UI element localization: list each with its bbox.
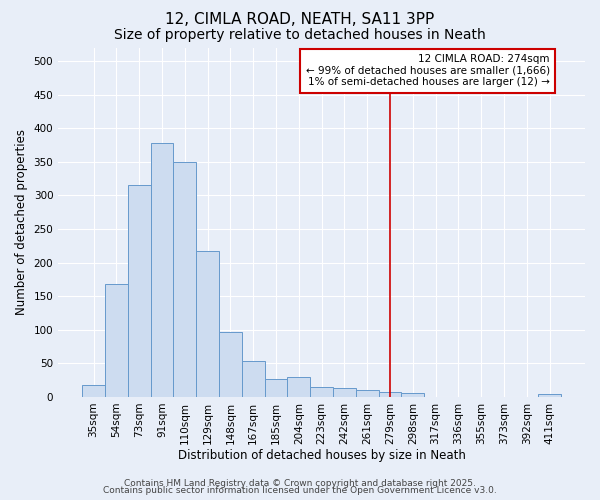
Text: 12 CIMLA ROAD: 274sqm
← 99% of detached houses are smaller (1,666)
1% of semi-de: 12 CIMLA ROAD: 274sqm ← 99% of detached …: [305, 54, 550, 88]
Y-axis label: Number of detached properties: Number of detached properties: [15, 129, 28, 315]
Text: 12, CIMLA ROAD, NEATH, SA11 3PP: 12, CIMLA ROAD, NEATH, SA11 3PP: [166, 12, 434, 28]
Bar: [379, 392, 401, 397]
Bar: [242, 360, 265, 397]
Bar: [128, 186, 151, 397]
Bar: [287, 377, 310, 397]
Text: Contains public sector information licensed under the Open Government Licence v3: Contains public sector information licen…: [103, 486, 497, 495]
Bar: [356, 390, 379, 397]
Bar: [401, 393, 424, 397]
Bar: [333, 388, 356, 397]
Text: Size of property relative to detached houses in Neath: Size of property relative to detached ho…: [114, 28, 486, 42]
Bar: [173, 162, 196, 397]
Bar: [196, 251, 219, 397]
X-axis label: Distribution of detached houses by size in Neath: Distribution of detached houses by size …: [178, 450, 466, 462]
Bar: [82, 385, 105, 397]
Text: Contains HM Land Registry data © Crown copyright and database right 2025.: Contains HM Land Registry data © Crown c…: [124, 478, 476, 488]
Bar: [538, 394, 561, 397]
Bar: [310, 387, 333, 397]
Bar: [151, 143, 173, 397]
Bar: [105, 284, 128, 397]
Bar: [219, 332, 242, 397]
Bar: [265, 380, 287, 397]
